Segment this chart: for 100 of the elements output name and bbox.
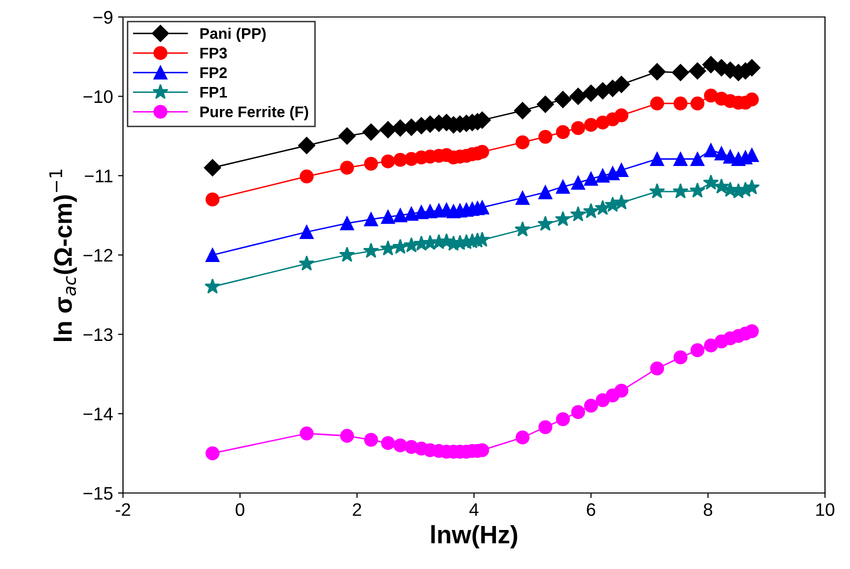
point <box>584 172 598 186</box>
point <box>582 84 600 102</box>
point <box>516 135 530 150</box>
point <box>556 180 570 194</box>
point <box>538 185 552 200</box>
point <box>614 108 628 122</box>
y-tick-label: −15 <box>84 487 113 500</box>
point <box>690 182 706 198</box>
y-tick-label: −12 <box>84 248 112 262</box>
point <box>381 154 395 168</box>
point <box>364 432 378 447</box>
point <box>516 430 530 444</box>
point <box>672 64 690 82</box>
point <box>474 232 490 247</box>
y-tick-label: −14 <box>84 408 113 420</box>
point <box>403 237 420 252</box>
point <box>704 143 718 158</box>
point <box>649 183 666 198</box>
point <box>688 62 706 80</box>
point <box>393 438 408 452</box>
point <box>340 216 354 230</box>
x-axis-title: lnw(Hz) <box>431 525 518 548</box>
point <box>393 208 408 222</box>
point <box>363 242 379 258</box>
point <box>298 136 316 154</box>
point <box>714 146 728 160</box>
point <box>556 412 570 426</box>
point <box>538 420 552 434</box>
point <box>514 221 531 236</box>
x-tick-label: 0 <box>236 503 244 516</box>
x-tick-label: -2 <box>116 503 130 516</box>
point <box>613 194 630 210</box>
point <box>744 92 759 106</box>
point <box>571 176 586 190</box>
point <box>606 166 620 180</box>
point <box>393 152 408 167</box>
point <box>744 324 759 338</box>
point <box>674 350 688 364</box>
point <box>514 102 532 120</box>
y-tick-label: −11 <box>84 170 112 182</box>
x-tick-label: 8 <box>704 503 712 516</box>
point <box>554 90 572 108</box>
legend-label: FP3 <box>200 48 227 59</box>
point <box>672 183 688 198</box>
point <box>381 436 395 450</box>
point <box>650 96 664 110</box>
point <box>380 240 396 256</box>
point <box>570 88 587 105</box>
point <box>206 192 220 206</box>
point <box>648 63 666 80</box>
point <box>571 121 586 136</box>
y-axis-title: ln σ$_{ac}$(Ω-cm)$^{−1}$ <box>49 170 77 342</box>
point <box>300 426 314 440</box>
point <box>339 246 356 262</box>
point <box>690 152 704 166</box>
point <box>204 278 220 294</box>
point <box>340 160 354 175</box>
point <box>713 178 730 194</box>
point <box>556 125 570 139</box>
y-tick-label: −13 <box>84 328 112 342</box>
point <box>537 216 554 231</box>
x-tick-label: 2 <box>352 503 362 516</box>
point <box>704 338 718 352</box>
point <box>298 255 315 271</box>
point <box>594 200 611 216</box>
point <box>379 121 397 138</box>
point <box>364 212 378 226</box>
point <box>584 398 598 413</box>
legend-label: FP2 <box>200 67 227 78</box>
point <box>702 174 719 190</box>
point <box>614 163 628 178</box>
point <box>364 156 378 171</box>
y-tick-label: −10 <box>84 90 113 104</box>
point <box>300 225 314 239</box>
point <box>570 206 586 222</box>
point <box>381 210 395 224</box>
point <box>392 238 408 254</box>
x-tick-label: 6 <box>586 503 596 516</box>
legend-label: Pure Ferrite (F) <box>200 106 308 120</box>
point <box>362 123 380 141</box>
legend-label: FP1 <box>200 87 227 98</box>
point <box>571 405 586 420</box>
point <box>300 170 314 184</box>
point <box>516 190 530 205</box>
point <box>536 96 554 113</box>
point <box>404 206 418 221</box>
point <box>704 88 718 102</box>
point <box>690 96 704 110</box>
point <box>206 446 220 460</box>
point <box>650 152 664 166</box>
point <box>650 362 664 376</box>
legend-label: Pani (PP) <box>200 28 266 42</box>
point <box>690 343 704 358</box>
point <box>674 152 688 166</box>
point <box>204 159 222 176</box>
point <box>338 127 356 145</box>
point <box>538 130 552 144</box>
x-tick-label: 4 <box>469 503 478 516</box>
point <box>614 384 628 398</box>
point <box>554 210 571 226</box>
